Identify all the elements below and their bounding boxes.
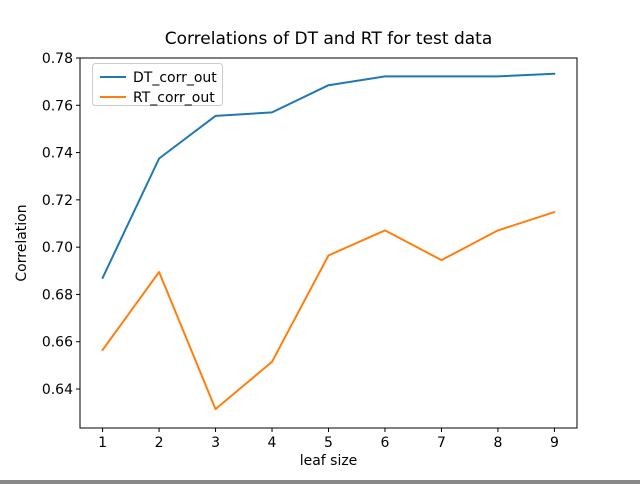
series-line-rt_corr_out: [101, 211, 556, 411]
x-tick-label: 7: [437, 435, 446, 451]
plot-border: [79, 57, 578, 429]
legend-label-dt: DT_corr_out: [133, 70, 217, 86]
y-axis-label: Correlation: [14, 204, 30, 281]
y-tick-label: 0.78: [42, 51, 73, 67]
legend-label-rt: RT_corr_out: [133, 90, 215, 106]
y-tick-label: 0.70: [42, 240, 73, 256]
x-tick-label: 5: [324, 435, 333, 451]
y-tick-label: 0.76: [42, 98, 73, 114]
legend-box: [92, 63, 223, 106]
y-tick-label: 0.66: [42, 335, 73, 351]
x-tick-label: 4: [268, 435, 277, 451]
x-tick-label: 1: [98, 435, 107, 451]
x-tick-label: 2: [155, 435, 164, 451]
x-axis: 1 2 3 4 5 6 7 8 9: [98, 428, 559, 451]
x-tick-label: 6: [381, 435, 390, 451]
x-tick-label: 8: [493, 435, 502, 451]
legend: DT_corr_out RT_corr_out: [92, 63, 223, 106]
y-tick-label: 0.74: [42, 146, 73, 162]
x-tick-label: 9: [550, 435, 559, 451]
y-tick-label: 0.68: [42, 287, 73, 303]
y-axis: 0.64 0.66 0.68 0.70 0.72 0.74 0.76 0.78: [42, 51, 80, 398]
chart-title: Correlations of DT and RT for test data: [165, 29, 493, 49]
y-tick-label: 0.72: [42, 193, 73, 209]
x-tick-label: 3: [211, 435, 220, 451]
plot-series: [101, 72, 556, 411]
y-tick-label: 0.64: [42, 382, 73, 398]
x-axis-label: leaf size: [300, 453, 358, 469]
series-line-dt_corr_out: [101, 72, 556, 279]
